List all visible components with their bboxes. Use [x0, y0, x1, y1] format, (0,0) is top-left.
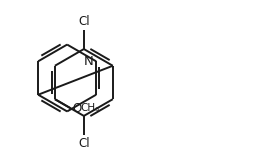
Text: CH₃: CH₃ — [80, 103, 100, 113]
Text: Cl: Cl — [78, 137, 90, 150]
Text: Cl: Cl — [78, 15, 90, 28]
Text: O: O — [72, 102, 81, 115]
Text: N: N — [84, 55, 93, 68]
